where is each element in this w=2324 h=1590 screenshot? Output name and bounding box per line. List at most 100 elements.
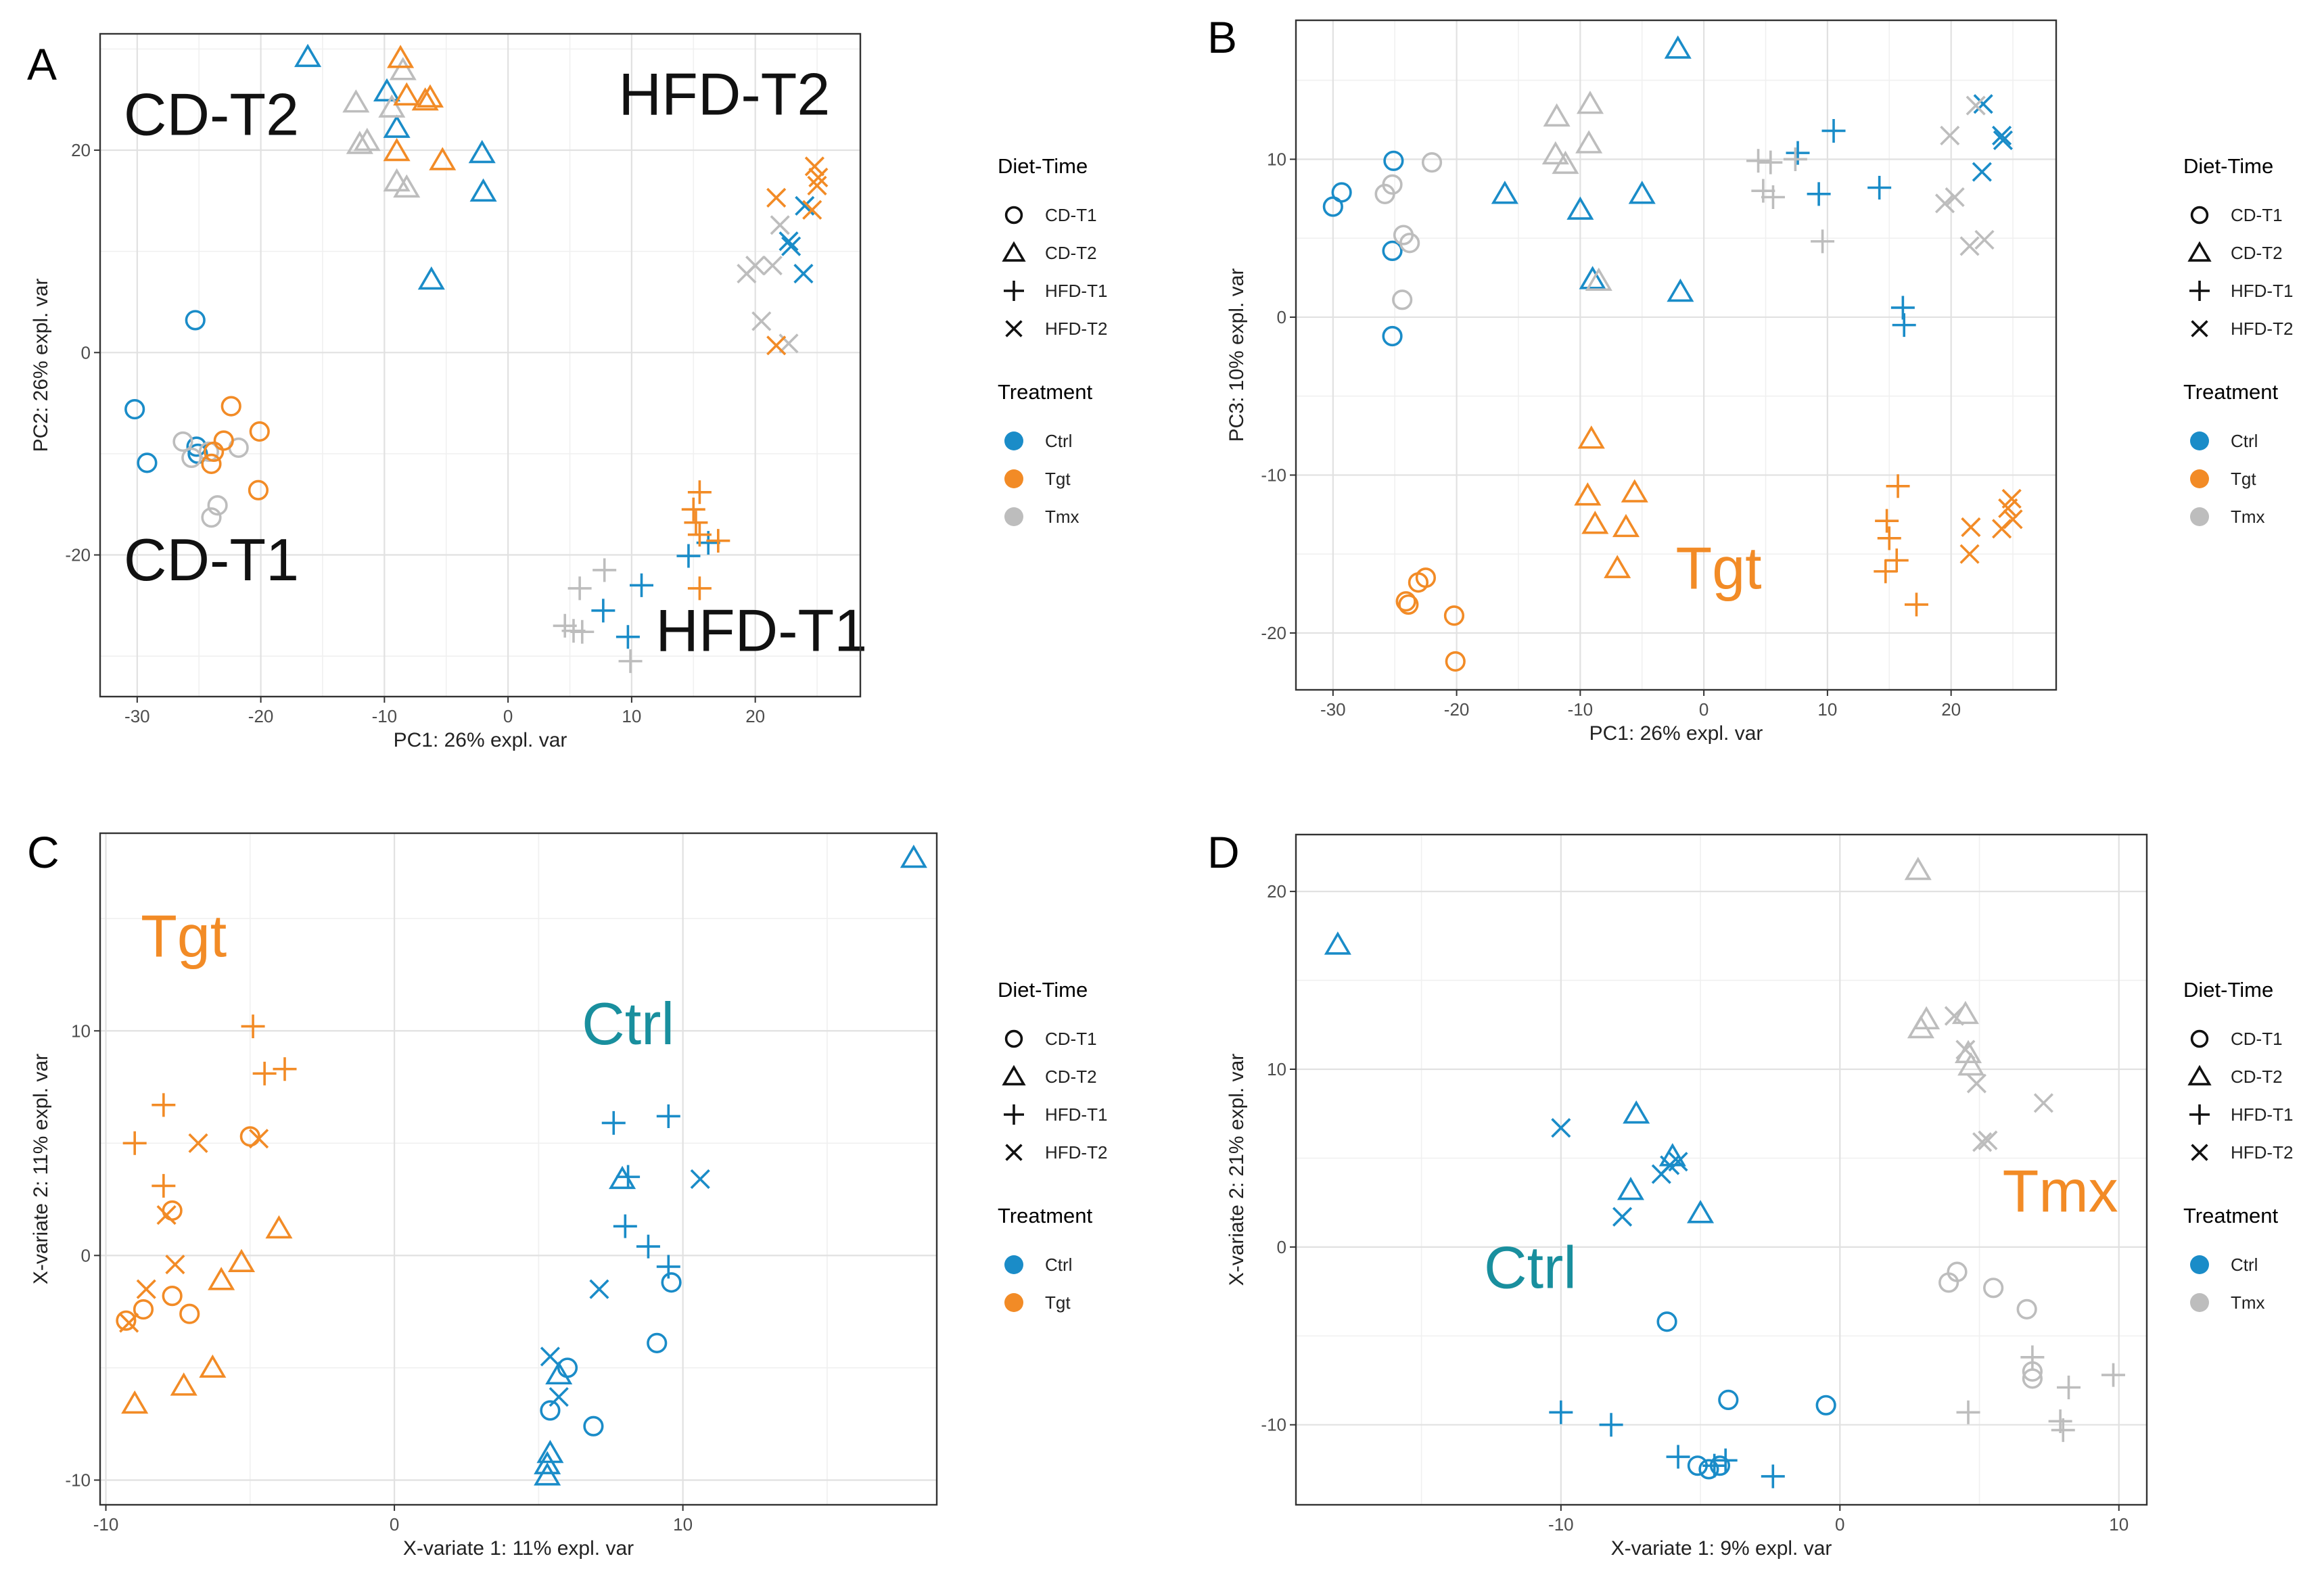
x-tick-label: 10	[1817, 699, 1837, 720]
data-point	[1577, 425, 1605, 449]
legend-label: CD-T2	[1045, 1067, 1097, 1087]
data-point	[124, 398, 145, 420]
legend-title-diet-time: Diet-Time	[998, 978, 1088, 1002]
legend-swatch-ctrl	[1004, 431, 1023, 450]
data-point	[1656, 1311, 1677, 1332]
legend-key-cd-t2	[2187, 1065, 2212, 1085]
panel-c: C Tgt Ctrl -10 0 10 -10 0 10 X-variate 1: 11% exp…	[27, 827, 1107, 1560]
plot-border	[1295, 19, 2058, 691]
data-point	[2020, 1345, 2045, 1370]
legend-key-cd-t1	[1004, 1029, 1023, 1048]
data-point	[353, 127, 381, 151]
data-point	[807, 175, 827, 195]
grid-lines	[100, 34, 860, 697]
data-point	[2051, 1418, 2075, 1443]
cluster-label: Tgt	[1675, 535, 1761, 602]
legend-label: Tgt	[2231, 469, 2256, 489]
x-tick-label: 20	[745, 706, 765, 726]
data-point	[661, 1272, 682, 1293]
grid-lines	[1296, 835, 2147, 1505]
data-points	[124, 43, 829, 674]
data-point	[116, 1310, 137, 1331]
data-point	[1875, 509, 1899, 533]
data-point	[1443, 605, 1465, 626]
plot-border	[99, 32, 862, 698]
data-point	[1993, 130, 2013, 151]
legend-label: HFD-T2	[2231, 1142, 2293, 1163]
data-point	[2057, 1376, 2081, 1400]
x-tick-label: 10	[2109, 1514, 2129, 1535]
data-point	[1783, 147, 1807, 171]
data-point	[1972, 1132, 1993, 1152]
data-point	[601, 1110, 626, 1135]
legend-title-treatment: Treatment	[998, 1204, 1093, 1227]
data-point	[630, 573, 654, 597]
data-point	[265, 1215, 293, 1239]
data-point	[1959, 544, 1980, 564]
data-point	[1617, 1177, 1644, 1200]
y-tick-label: 0	[1277, 307, 1286, 327]
data-point	[1761, 1464, 1785, 1489]
cluster-label: Tmx	[2003, 1157, 2118, 1224]
y-tick-label: -10	[1261, 1415, 1286, 1435]
data-point	[1759, 150, 1783, 174]
legend-swatch-tgt	[1004, 469, 1023, 488]
legend-label: HFD-T2	[2231, 319, 2293, 339]
panel-a: A CD-T2 HFD-T2 CD-T1 HFD-T1 -30 -20 -10 0 10 20 -20…	[27, 32, 1107, 751]
cluster-label: HFD-T1	[655, 597, 867, 664]
data-point	[1983, 1278, 2004, 1299]
data-point	[1944, 1006, 1964, 1026]
panel-letter: C	[27, 827, 60, 877]
legend-key-cd-t2	[2187, 241, 2212, 262]
data-point	[540, 1347, 560, 1367]
data-point	[1445, 651, 1466, 672]
legend-swatch-tmx	[2190, 507, 2209, 526]
data-point	[208, 1267, 235, 1290]
data-point	[1886, 474, 1910, 498]
data-point	[201, 453, 222, 474]
panel-d: D Ctrl Tmx -10 0 10 -10 0 10 20 X-variate 1: 9% ex…	[1207, 827, 2293, 1560]
data-point	[1392, 289, 1413, 310]
data-point	[690, 1169, 710, 1190]
y-axis-title: PC2: 26% expl. var	[30, 279, 52, 452]
data-point	[570, 619, 595, 644]
data-point	[1666, 1445, 1690, 1469]
data-point	[618, 649, 643, 674]
data-point	[1978, 1130, 1998, 1150]
data-point	[1904, 592, 1928, 617]
data-point	[1549, 1400, 1573, 1424]
data-point	[1907, 1014, 1934, 1039]
data-point	[1395, 591, 1416, 612]
legend: Diet-Time CD-T1 CD-T2 HFD-T1 HFD-T2 Treatment…	[2183, 978, 2293, 1313]
cluster-label: Ctrl	[1484, 1234, 1577, 1301]
legend-label: CD-T1	[2231, 205, 2283, 225]
data-point	[1713, 1448, 1738, 1472]
data-point	[1951, 1000, 1979, 1025]
data-point	[156, 1205, 177, 1225]
data-point	[1574, 482, 1602, 506]
legend-key-hfd-t1	[2189, 1104, 2210, 1125]
data-point	[534, 1462, 561, 1486]
data-point	[1667, 278, 1694, 302]
data-point	[227, 1248, 256, 1273]
legend-label: HFD-T2	[1045, 319, 1107, 339]
data-point	[766, 335, 787, 356]
data-point	[220, 396, 241, 417]
data-point	[342, 89, 370, 113]
legend-key-cd-t1	[1004, 206, 1023, 225]
legend-label: Ctrl	[2231, 1255, 2258, 1275]
data-point	[802, 200, 822, 220]
x-tick-label: -10	[1548, 1514, 1574, 1535]
legend: Diet-Time CD-T1 CD-T2 HFD-T1 HFD-T2 Treatment…	[998, 978, 1107, 1313]
data-point	[179, 1303, 200, 1324]
x-tick-label: -30	[1320, 699, 1346, 720]
data-point	[549, 1387, 569, 1407]
data-point	[656, 1255, 680, 1279]
data-point	[119, 1313, 139, 1333]
data-point	[1877, 526, 1901, 551]
data-point	[1961, 517, 1981, 538]
data-point	[567, 576, 592, 601]
y-tick-label: 10	[1267, 149, 1286, 169]
legend-label: HFD-T1	[2231, 281, 2293, 301]
data-point	[1585, 267, 1612, 291]
